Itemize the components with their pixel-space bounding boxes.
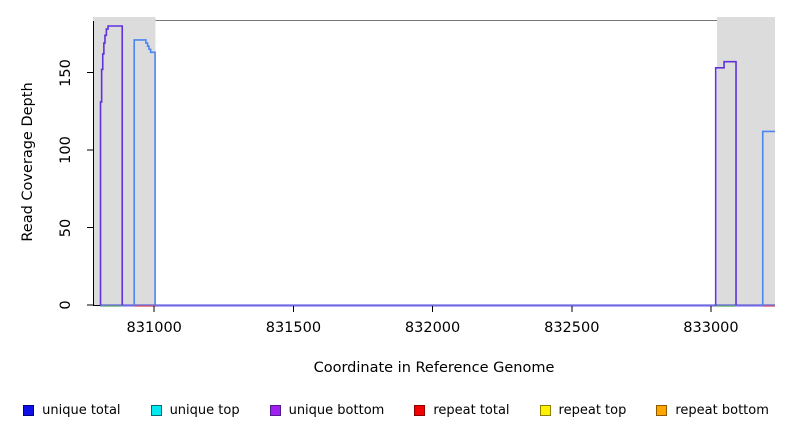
x-tick-label: 832500 xyxy=(544,320,600,336)
legend-label: unique total xyxy=(42,402,121,418)
legend-swatch-icon xyxy=(269,404,281,416)
legend-item: unique total xyxy=(23,402,121,418)
legend: unique total unique top unique bottom repea… xyxy=(0,397,792,423)
legend-label: repeat bottom xyxy=(675,402,769,418)
masked-region xyxy=(717,17,775,306)
legend-label: unique bottom xyxy=(288,402,385,418)
legend-swatch-icon xyxy=(414,404,426,416)
x-axis-title: Coordinate in Reference Genome xyxy=(313,360,555,376)
legend-label: unique top xyxy=(169,402,240,418)
legend-item: repeat bottom xyxy=(656,403,769,418)
coverage-trace-unique-top xyxy=(133,39,156,306)
coverage-trace-unique-bottom xyxy=(714,60,737,306)
coverage-trace-unique-top xyxy=(761,130,775,306)
x-tick-label: 831500 xyxy=(265,320,322,336)
coverage-trace-unique-bottom xyxy=(99,25,124,306)
legend-label: repeat top xyxy=(558,402,627,418)
legend-item: unique bottom xyxy=(269,402,385,418)
legend-swatch-icon xyxy=(539,404,551,416)
legend-item: repeat total xyxy=(414,402,510,418)
x-tick-label: 832000 xyxy=(404,320,461,336)
legend-swatch-icon xyxy=(150,404,162,416)
y-tick-label: 150 xyxy=(58,58,74,87)
y-tick-label: 0 xyxy=(58,300,74,310)
y-tick-label: 50 xyxy=(58,218,74,237)
legend-label: repeat total xyxy=(433,402,510,418)
legend-swatch-icon xyxy=(656,404,668,416)
x-tick-label: 831000 xyxy=(126,320,182,336)
y-tick-label: 100 xyxy=(58,136,74,164)
legend-item: repeat top xyxy=(539,402,627,418)
x-tick-label: 833000 xyxy=(683,320,739,336)
legend-item: unique top xyxy=(150,402,240,418)
y-axis-title: Read Coverage Depth xyxy=(20,82,36,242)
legend-swatch-icon xyxy=(23,404,35,416)
